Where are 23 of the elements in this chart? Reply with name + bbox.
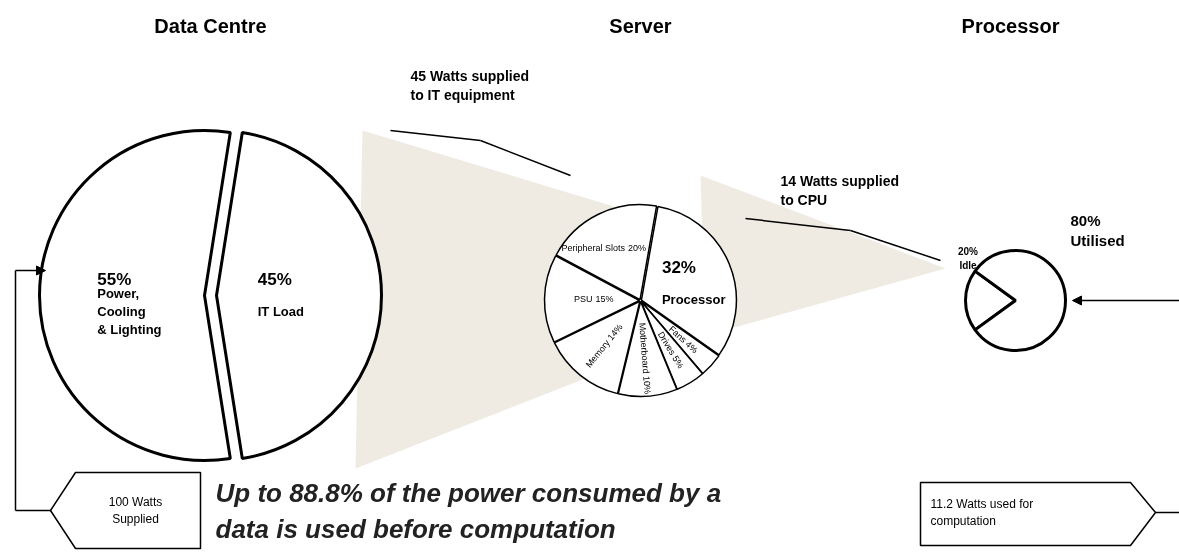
- slice-label: Idle: [959, 259, 978, 271]
- slice-label: Power, Cooling & Lighting: [97, 286, 162, 337]
- text: 45 Watts supplied to IT equipment: [410, 67, 530, 104]
- data-label: 20%: [628, 243, 647, 254]
- text: 14 Watts supplied to CPU: [780, 172, 900, 209]
- data-label: 20%: [957, 246, 979, 258]
- slice-label: Motherboard 10%: [637, 322, 653, 395]
- slice-label: Peripheral Slots: [561, 243, 626, 254]
- text: 100 Watts Supplied: [108, 495, 163, 526]
- slice-label: Utilised: [1070, 232, 1125, 250]
- slice-label: Processor: [661, 292, 726, 308]
- text: 11.2 Watts used for computation: [930, 497, 1034, 528]
- slice-label: PSU: [574, 294, 593, 305]
- chart-title: Processor: [961, 14, 1060, 37]
- data-label: 15%: [595, 294, 614, 305]
- chart-title: Data Centre: [154, 14, 267, 37]
- text: Up to 88.8% of the power consumed by a data is used before computation: [215, 477, 722, 544]
- data-label: 45%: [257, 270, 292, 289]
- chart-title: Server: [609, 14, 672, 37]
- data-label: 32%: [661, 258, 696, 278]
- slice-label: IT Load: [257, 304, 305, 319]
- data-label: 55%: [97, 270, 132, 289]
- data-label: 80%: [1070, 211, 1101, 229]
